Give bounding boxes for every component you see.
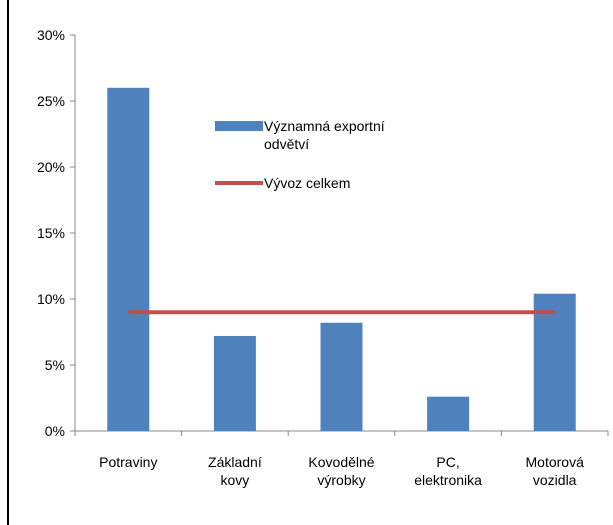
x-tick-label: Motorová vozidla [525, 454, 584, 488]
y-tick-label: 0% [44, 423, 65, 439]
x-tick-label: PC, elektronika [414, 454, 482, 488]
bar [213, 335, 256, 431]
bar [320, 322, 363, 431]
bar [533, 293, 576, 431]
legend-label: Vývoz celkem [264, 175, 351, 191]
legend-swatch [215, 121, 263, 131]
bar [427, 396, 470, 431]
x-tick-label: Základní kovy [208, 454, 262, 488]
y-tick-label: 5% [44, 357, 65, 373]
legend-label: Významná exportní odvětví [264, 118, 385, 152]
y-tick-label: 20% [36, 159, 65, 175]
y-tick-label: 15% [36, 225, 65, 241]
y-tick-label: 30% [36, 27, 65, 43]
x-tick-label: Potraviny [99, 454, 158, 470]
y-tick-label: 25% [36, 93, 65, 109]
bar [107, 87, 150, 432]
x-tick-label: Kovodělné výrobky [308, 454, 375, 488]
y-tick-label: 10% [36, 291, 65, 307]
